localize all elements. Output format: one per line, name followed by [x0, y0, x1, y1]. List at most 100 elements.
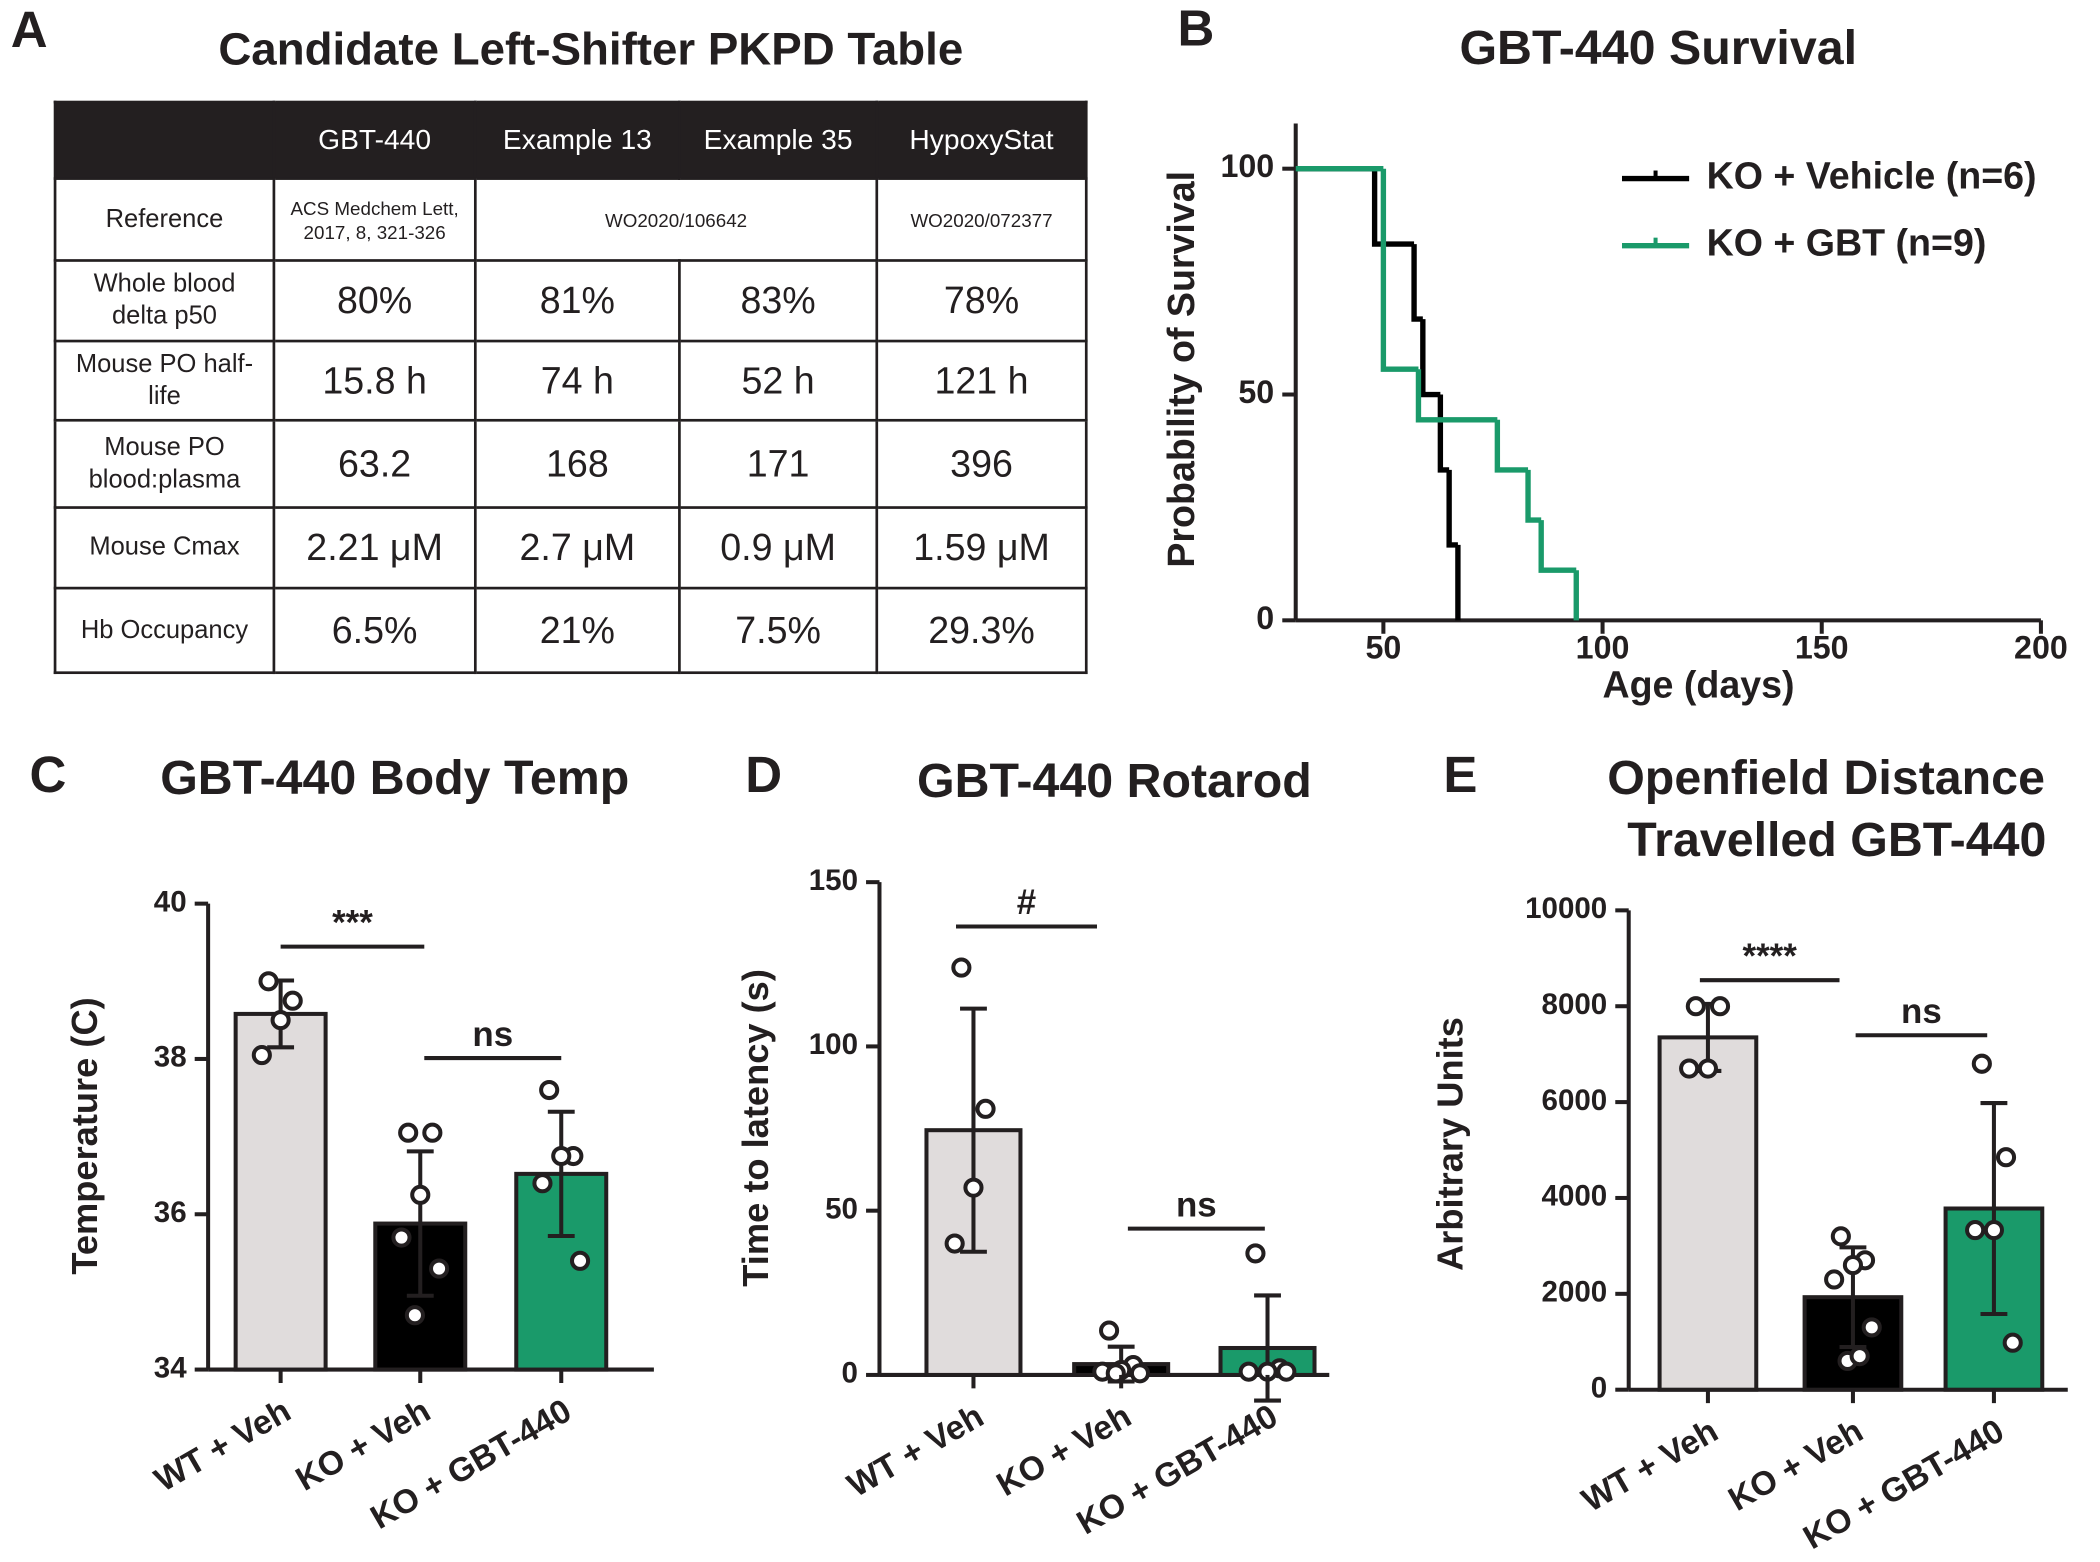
- column-header: Example 13: [473, 100, 681, 180]
- significance-label: ns: [1176, 1185, 1217, 1224]
- data-point: [404, 1305, 425, 1326]
- x-tick-label: 100: [1576, 629, 1630, 665]
- row-label: Reference: [53, 177, 276, 262]
- data-point: [1679, 1058, 1700, 1079]
- y-tick-label: 100: [809, 1028, 858, 1061]
- data-point: [1276, 1361, 1297, 1382]
- table-cell: 2.7 μM: [473, 506, 681, 590]
- data-point: [1971, 1053, 1992, 1074]
- row-label: Whole blood delta p50: [53, 259, 276, 343]
- data-point: [1995, 1147, 2017, 1168]
- table-cell: 7.5%: [678, 586, 879, 675]
- bar: [1657, 1035, 1759, 1392]
- y-axis-label: Arbitrary Units: [1429, 1017, 1470, 1271]
- bar: [514, 1171, 609, 1372]
- data-point: [951, 957, 972, 978]
- significance-label: ****: [1743, 937, 1798, 976]
- panel-label: A: [10, 2, 48, 60]
- data-point: [1849, 1346, 1870, 1367]
- table-cell: 171: [678, 418, 879, 509]
- chart-title: GBT-440 Body Temp: [160, 751, 629, 805]
- table-cell: 15.8 h: [272, 339, 477, 422]
- data-point: [2002, 1332, 2023, 1353]
- y-tick-label: 0: [1256, 600, 1274, 636]
- data-point: [422, 1122, 443, 1143]
- panel-label: E: [1443, 746, 1477, 803]
- reference-cell: WO2020/106642: [473, 177, 879, 262]
- error-bar: [547, 1109, 575, 1239]
- data-point: [391, 1227, 412, 1248]
- data-point: [1842, 1255, 1864, 1276]
- table-cell: 78%: [875, 259, 1088, 343]
- legend-label: KO + GBT (n=9): [1707, 222, 1987, 264]
- data-point: [539, 1079, 560, 1101]
- error-bar: [406, 1149, 434, 1298]
- data-point: [975, 1098, 996, 1119]
- significance-label: ns: [1901, 992, 1942, 1031]
- y-tick-label: 40: [154, 885, 187, 918]
- data-point: [1983, 1220, 2004, 1241]
- chart-title: Openfield Distance: [1607, 751, 2045, 805]
- data-point: [1709, 996, 1731, 1017]
- reference-row: Reference ACS Medchem Lett, 2017, 8, 321-…: [53, 177, 1088, 262]
- table-cell: 6.5%: [272, 586, 477, 675]
- data-point: [1129, 1363, 1151, 1384]
- table-row: Mouse PO half-life 15.8 h 74 h 52 h 121 h: [53, 339, 1088, 422]
- data-point: [1697, 1058, 1718, 1079]
- reference-cell: ACS Medchem Lett, 2017, 8, 321-326: [272, 177, 477, 262]
- data-point: [1685, 996, 1706, 1017]
- survival-step: [1420, 319, 1441, 398]
- y-tick-label: 2000: [1542, 1276, 1608, 1309]
- survival-step: [1371, 168, 1415, 247]
- table-cell: 63.2: [272, 418, 477, 509]
- data-point: [282, 990, 303, 1011]
- survival-step: [1411, 244, 1423, 322]
- data-point: [551, 1145, 572, 1167]
- survival-step: [1538, 520, 1577, 573]
- y-tick-label: 0: [1591, 1372, 1607, 1405]
- table-cell: 0.9 μM: [678, 506, 879, 590]
- x-tick-label: 50: [1365, 629, 1401, 665]
- header-row: GBT-440 Example 13 Example 35 HypoxyStat: [53, 100, 1088, 180]
- row-label: Mouse PO blood:plasma: [53, 418, 276, 509]
- data-point: [1099, 1320, 1120, 1341]
- significance-label: #: [1017, 883, 1036, 922]
- y-tick-label: 34: [154, 1351, 187, 1384]
- y-tick-label: 36: [154, 1196, 187, 1229]
- data-point: [1965, 1220, 1986, 1241]
- y-tick-label: 100: [1220, 148, 1274, 184]
- table-cell: 81%: [473, 259, 681, 343]
- panel-label: B: [1178, 0, 1215, 57]
- table-cell: 52 h: [678, 339, 879, 422]
- y-tick-label: 50: [825, 1192, 858, 1225]
- row-label: Hb Occupancy: [53, 586, 276, 675]
- row-label: Mouse Cmax: [53, 506, 276, 590]
- significance-label: ***: [332, 903, 373, 942]
- error-bar: [1980, 1101, 2008, 1316]
- data-point: [1245, 1243, 1266, 1264]
- table-cell: 83%: [678, 259, 879, 343]
- significance-label: ns: [472, 1015, 513, 1054]
- chart-title: GBT-440 Rotarod: [917, 754, 1312, 808]
- survival-step: [1494, 419, 1529, 473]
- survival-step: [1525, 469, 1542, 523]
- x-tick-label: 150: [1795, 629, 1849, 665]
- survival-step: [1446, 469, 1458, 548]
- column-header: GBT-440: [272, 100, 477, 180]
- table-cell: 29.3%: [875, 586, 1088, 675]
- y-tick-label: 8000: [1542, 988, 1608, 1021]
- table-cell: 1.59 μM: [875, 506, 1088, 590]
- data-point: [569, 1250, 591, 1271]
- data-point: [258, 971, 279, 992]
- data-point: [532, 1173, 553, 1194]
- row-label: Mouse PO half-life: [53, 339, 276, 422]
- data-point: [398, 1122, 419, 1143]
- y-tick-label: 50: [1238, 374, 1274, 410]
- y-axis-label: Probability of Survival: [1160, 171, 1202, 568]
- table-cell: 121 h: [875, 339, 1088, 422]
- legend-label: KO + Vehicle (n=6): [1707, 155, 2037, 197]
- chart-title: GBT-440 Survival: [1459, 21, 1857, 75]
- y-axis-label: Time to latency (s): [735, 969, 776, 1287]
- y-tick-label: 10000: [1525, 892, 1607, 925]
- header-cell: [53, 100, 276, 180]
